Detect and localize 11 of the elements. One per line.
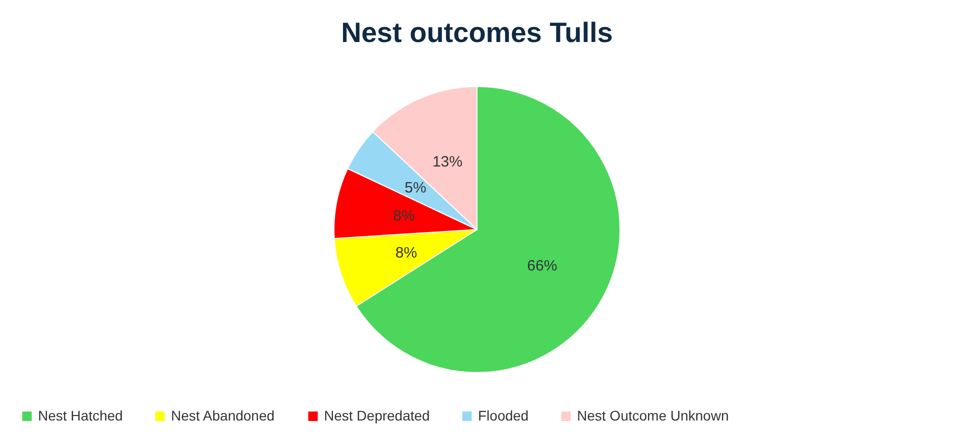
legend-label: Flooded [478, 407, 529, 424]
data-label: 5% [404, 180, 426, 197]
data-label: 13% [432, 153, 462, 170]
legend-label: Nest Abandoned [171, 407, 275, 424]
data-label: 66% [527, 257, 558, 274]
legend-label: Nest Depredated [324, 407, 430, 424]
legend-label: Nest Hatched [38, 407, 123, 424]
chart-title: Nest outcomes Tulls [341, 17, 613, 48]
data-label: 8% [395, 244, 418, 262]
data-label: 8% [393, 208, 415, 225]
legend-label: Nest Outcome Unknown [577, 407, 729, 424]
